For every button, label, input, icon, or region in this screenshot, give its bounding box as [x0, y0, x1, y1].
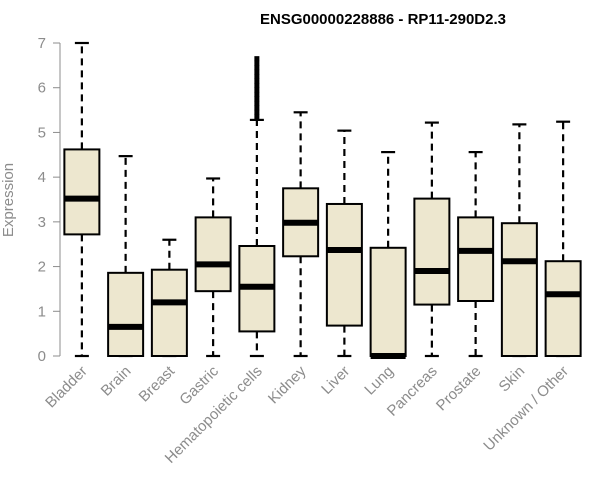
outlier-point: [254, 87, 260, 93]
box-iqr: [500, 222, 538, 357]
box-iqr: [150, 268, 188, 357]
y-tick-label: 4: [38, 169, 46, 186]
box-group-liver: [325, 129, 363, 358]
y-axis: 0 1 2 3 4 5 6 7: [38, 35, 61, 365]
box-iqr: [325, 202, 363, 327]
x-tick-label: Kidney: [265, 362, 310, 407]
box-iqr: [457, 216, 495, 303]
box-iqr: [544, 260, 582, 358]
x-tick-label: Breast: [136, 362, 179, 405]
y-tick-label: 5: [38, 124, 46, 141]
box-group-unknown-other: [544, 120, 582, 358]
outlier-point: [254, 65, 260, 71]
box-group-prostate: [457, 151, 495, 358]
outlier-point: [254, 56, 260, 62]
box-series: [63, 41, 582, 359]
outlier-point: [254, 100, 260, 106]
x-tick-label: Prostate: [433, 363, 485, 415]
y-tick-label: 7: [38, 35, 46, 52]
x-tick-label: Lung: [361, 363, 397, 399]
box-iqr: [107, 271, 145, 357]
box-group-kidney: [282, 111, 320, 358]
x-tick-label: Bladder: [42, 363, 91, 412]
x-tick-label: Liver: [318, 363, 353, 398]
box-group-bladder: [63, 41, 101, 358]
outlier-point: [254, 78, 260, 84]
outlier-point: [254, 74, 260, 80]
outlier-point: [254, 109, 260, 115]
box-iqr: [413, 197, 451, 306]
box-group-hematopoietic-cells: [238, 56, 276, 358]
outlier-point: [254, 60, 260, 66]
box-iqr: [194, 216, 232, 293]
y-tick-label: 0: [38, 348, 46, 365]
y-tick-label: 2: [38, 259, 46, 276]
box-group-pancreas: [413, 121, 451, 358]
y-axis-label: Expression: [0, 163, 17, 237]
x-tick-label: Brain: [98, 363, 135, 400]
outlier-point: [254, 69, 260, 75]
box-group-breast: [150, 238, 188, 358]
outlier-point: [254, 105, 260, 111]
outlier-point: [254, 96, 260, 102]
chart-title: ENSG00000228886 - RP11-290D2.3: [260, 11, 506, 28]
box-iqr: [63, 148, 101, 236]
y-tick-label: 3: [38, 214, 46, 231]
box-group-gastric: [194, 177, 232, 358]
outlier-point: [254, 91, 260, 97]
box-group-lung: [369, 151, 407, 359]
outlier-point: [254, 82, 260, 88]
box-iqr: [369, 246, 407, 357]
box-group-brain: [107, 155, 145, 358]
x-tick-label: Skin: [496, 363, 529, 396]
y-tick-label: 1: [38, 303, 46, 320]
outlier-point: [254, 114, 260, 120]
box-group-skin: [500, 123, 538, 358]
y-tick-label: 6: [38, 80, 46, 97]
